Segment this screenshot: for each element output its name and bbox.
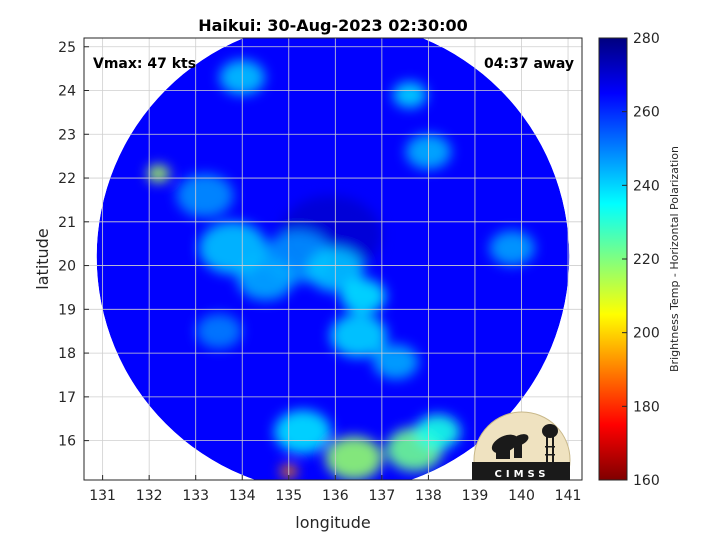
time-away-annotation: 04:37 away [484, 56, 574, 72]
x-tick-label: 133 [182, 488, 209, 504]
logo-water-tower-icon [542, 424, 558, 462]
x-tick-label: 139 [462, 488, 489, 504]
x-tick-label: 136 [322, 488, 349, 504]
vmax-annotation: Vmax: 47 kts [93, 56, 196, 72]
grid-lines [84, 38, 582, 480]
swath-feature-10 [274, 409, 332, 454]
logo-text: CIMSS [495, 469, 550, 480]
y-tick-label: 16 [58, 434, 76, 450]
y-tick-label: 19 [58, 302, 76, 318]
chart-title: Haikui: 30-Aug-2023 02:30:00 [198, 16, 468, 35]
y-tick-label: 22 [58, 171, 76, 187]
x-tick-label: 134 [229, 488, 256, 504]
microwave-swath [96, 38, 570, 480]
swath-feature-13 [414, 414, 461, 450]
cimss-logo: CIMSS [472, 411, 571, 480]
colorbar-title: Brightness Temp - Horizontal Polarizatio… [668, 146, 681, 372]
swath-feature-6 [176, 173, 234, 218]
swath-feature-3 [340, 278, 387, 314]
swath-feature-16 [392, 81, 427, 109]
y-tick-label: 17 [58, 390, 76, 406]
colorbar-tick-label: 240 [633, 178, 660, 194]
plot-frame [83, 37, 583, 481]
x-axis: 131 132 133 134 135 136 137 138 139 140 141 [89, 475, 581, 504]
convective-features [147, 59, 535, 480]
x-tick-label: 135 [275, 488, 302, 504]
y-axis: 16 17 18 19 20 21 22 23 24 25 [58, 40, 89, 450]
y-axis-title: latitude [33, 228, 52, 289]
swath-feature-11 [325, 436, 383, 480]
x-tick-label: 137 [369, 488, 396, 504]
colorbar-ticks: 160 180 200 220 240 260 280 [622, 31, 660, 489]
swath-feature-8 [330, 313, 388, 358]
colorbar-tick-label: 260 [633, 105, 660, 121]
x-tick-label: 140 [508, 488, 535, 504]
y-tick-label: 18 [58, 346, 76, 362]
swath-feature-19 [196, 313, 242, 349]
y-tick-label: 20 [58, 259, 76, 275]
colorbar-tick-label: 200 [633, 326, 660, 342]
y-tick-label: 25 [58, 40, 76, 56]
swath-feature-5 [198, 221, 268, 275]
x-axis-title: longitude [295, 513, 370, 532]
logo-banner [472, 462, 570, 480]
colorbar-tick-label: 160 [633, 473, 660, 489]
x-tick-label: 132 [136, 488, 163, 504]
swath-feature-9 [373, 344, 419, 380]
y-tick-label: 23 [58, 127, 76, 143]
colorbar: 160 180 200 220 240 260 280 Brightness Temp - … [598, 31, 681, 489]
y-tick-label: 21 [58, 215, 76, 231]
x-tick-label: 141 [555, 488, 582, 504]
y-tick-label: 24 [58, 84, 76, 100]
swath-feature-18 [489, 230, 535, 266]
swath-feature-7 [147, 164, 170, 183]
x-tick-label: 131 [89, 488, 116, 504]
colorbar-tick-label: 220 [633, 252, 660, 268]
colorbar-tick-label: 280 [633, 31, 660, 47]
x-tick-label: 138 [415, 488, 442, 504]
colorbar-tick-label: 180 [633, 399, 660, 415]
